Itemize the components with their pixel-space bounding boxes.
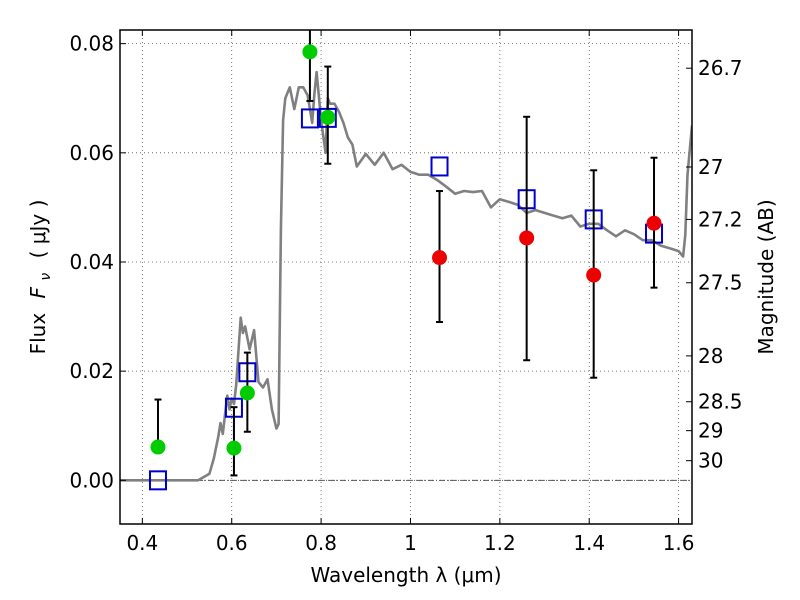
y-axis-label-prefix: Flux	[26, 313, 50, 355]
observed-data-point	[226, 440, 242, 456]
y-tick-label: 0.08	[69, 32, 114, 56]
x-tick-label: 0.8	[305, 531, 337, 555]
x-tick-label: 0.6	[216, 531, 248, 555]
right-tick-label: 27.5	[698, 271, 743, 295]
observed-data-point	[646, 215, 662, 231]
right-tick-label: 26.7	[698, 56, 743, 80]
y-axis-label-units: ( μJy )	[26, 200, 50, 259]
model-photometry-square	[148, 470, 167, 491]
right-tick-label: 27.2	[698, 207, 743, 231]
x-tick-label: 1.6	[663, 531, 695, 555]
observed-data-point	[150, 439, 166, 455]
x-tick-label: 1	[404, 531, 417, 555]
x-tick-label: 1.2	[484, 531, 516, 555]
x-tick-label: 0.4	[126, 531, 158, 555]
y-axis-label: Flux F ν ( μJy )	[26, 200, 55, 355]
y-tick-label: 0.06	[69, 141, 114, 165]
y-axis-label-subscript: ν	[38, 273, 54, 281]
y-axis-label-symbol: F	[26, 286, 50, 298]
y-tick-label: 0.00	[69, 468, 114, 492]
observed-data-point	[519, 230, 535, 246]
observed-data-point	[239, 385, 255, 401]
right-tick-label: 30	[698, 449, 723, 473]
axes: 0.4 0.6 0.8 1 1.2 1.4 1.6 0.00 0.02 0.04 0.06 0.08 2…	[69, 30, 743, 555]
observed-data-point	[432, 250, 448, 266]
right-tick-label: 29	[698, 419, 723, 443]
right-axis-label: Magnitude (AB)	[754, 199, 778, 354]
grid	[120, 30, 692, 524]
y-tick-label: 0.02	[69, 359, 114, 383]
observed-data-point	[302, 44, 318, 60]
model-photometry-square	[430, 156, 449, 177]
observed-data-point	[586, 267, 602, 283]
sed-model-line	[120, 70, 692, 482]
x-tick-label: 1.4	[573, 531, 605, 555]
y-tick-label: 0.04	[69, 250, 114, 274]
right-tick-label: 27	[698, 155, 723, 179]
right-tick-label: 28.5	[698, 390, 743, 414]
observed-data-point	[320, 109, 336, 125]
plot-area	[120, 30, 692, 491]
model-photometry-square	[300, 108, 319, 129]
plot-frame	[119, 29, 693, 525]
right-tick-label: 28	[698, 344, 723, 368]
x-axis-label: Wavelength λ (μm)	[310, 563, 501, 587]
